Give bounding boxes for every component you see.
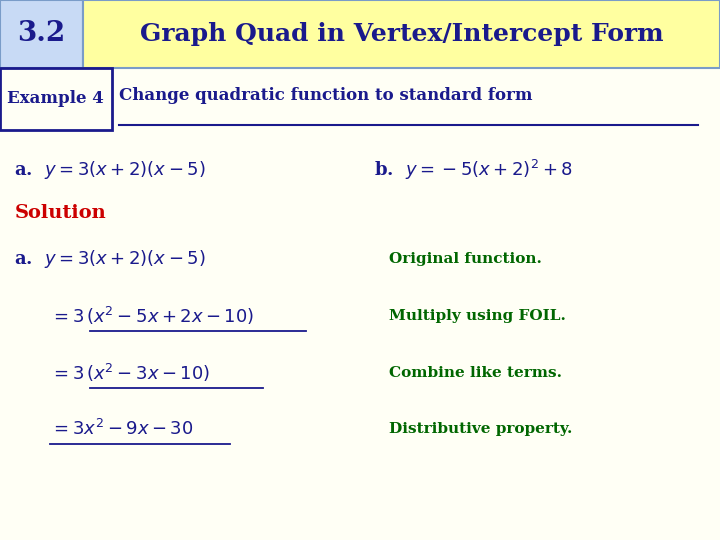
- Text: $= 3x^2-9x-30$: $= 3x^2-9x-30$: [50, 419, 194, 440]
- Text: Combine like terms.: Combine like terms.: [389, 366, 562, 380]
- Bar: [0, 0, 83, 68]
- Text: $= 3\,(x^2-5x+2x-10)$: $= 3\,(x^2-5x+2x-10)$: [50, 305, 255, 327]
- Text: Solution: Solution: [14, 204, 106, 222]
- Text: Example 4: Example 4: [7, 90, 104, 107]
- Text: Multiply using FOIL.: Multiply using FOIL.: [389, 309, 566, 323]
- Text: Graph Quad in Vertex/Intercept Form: Graph Quad in Vertex/Intercept Form: [140, 22, 663, 46]
- Text: $= 3\,(x^2-3x-10)$: $= 3\,(x^2-3x-10)$: [50, 362, 210, 383]
- Text: a.  $y = 3(x+2)(x-5)$: a. $y = 3(x+2)(x-5)$: [14, 248, 206, 270]
- Text: a.  $y = 3(x+2)(x-5)$: a. $y = 3(x+2)(x-5)$: [14, 159, 206, 181]
- Bar: [0, 68, 112, 130]
- Text: Change quadratic function to standard form: Change quadratic function to standard fo…: [119, 87, 532, 104]
- Text: 3.2: 3.2: [17, 20, 66, 47]
- Bar: [83, 0, 720, 68]
- Text: Distributive property.: Distributive property.: [389, 422, 572, 436]
- Text: b.  $y = -5(x+2)^2+8$: b. $y = -5(x+2)^2+8$: [374, 158, 573, 182]
- Text: Original function.: Original function.: [389, 252, 541, 266]
